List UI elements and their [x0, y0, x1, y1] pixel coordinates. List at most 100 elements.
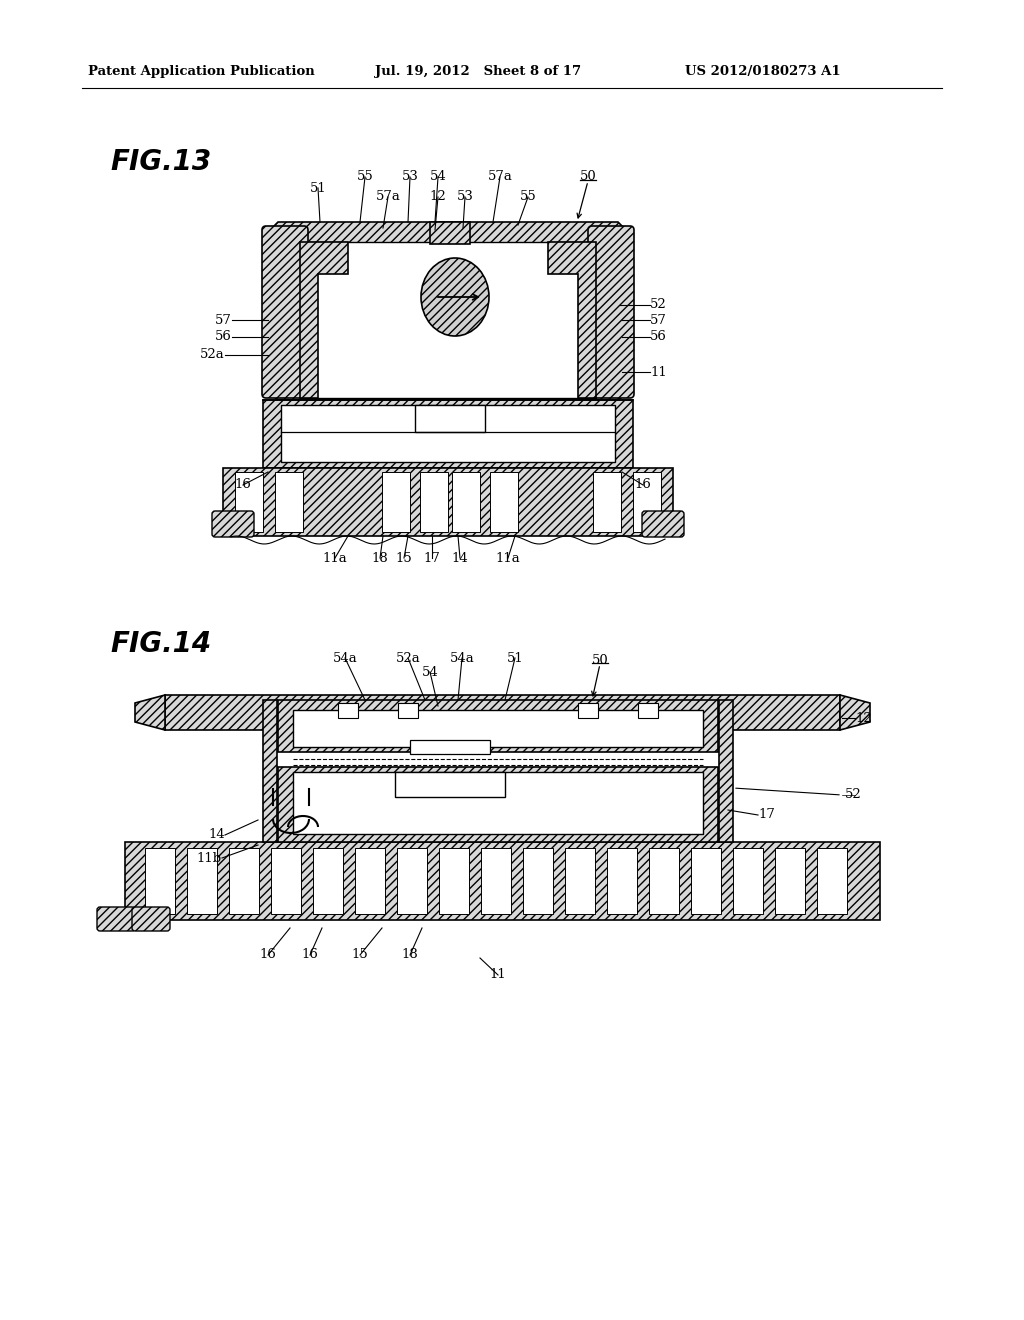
- Bar: [234, 473, 263, 532]
- Bar: [481, 847, 511, 913]
- Polygon shape: [263, 400, 633, 469]
- Text: 12: 12: [430, 190, 446, 203]
- Text: 57: 57: [650, 314, 667, 326]
- Text: FIG.13: FIG.13: [110, 148, 211, 176]
- Bar: [313, 847, 343, 913]
- Text: 52: 52: [650, 298, 667, 312]
- Bar: [523, 847, 553, 913]
- Text: 18: 18: [401, 949, 419, 961]
- Text: 54a: 54a: [333, 652, 357, 664]
- Polygon shape: [268, 222, 628, 400]
- Text: 16: 16: [635, 479, 651, 491]
- Bar: [397, 847, 427, 913]
- Text: 55: 55: [519, 190, 537, 203]
- Text: 50: 50: [580, 170, 596, 183]
- Text: 14: 14: [208, 829, 225, 842]
- Text: 52a: 52a: [395, 652, 421, 664]
- FancyBboxPatch shape: [97, 907, 135, 931]
- Bar: [145, 847, 175, 913]
- Text: 15: 15: [351, 949, 369, 961]
- Text: 16: 16: [301, 949, 318, 961]
- Bar: [490, 473, 518, 532]
- Polygon shape: [278, 767, 718, 842]
- Text: 53: 53: [457, 190, 473, 203]
- Polygon shape: [135, 696, 165, 730]
- Text: 12: 12: [855, 711, 871, 725]
- Text: 11a: 11a: [323, 552, 347, 565]
- Bar: [382, 473, 410, 532]
- Bar: [300, 242, 596, 399]
- Text: 55: 55: [356, 170, 374, 183]
- Bar: [410, 741, 490, 754]
- Bar: [452, 473, 480, 532]
- Bar: [271, 847, 301, 913]
- Bar: [293, 772, 703, 834]
- Bar: [293, 710, 703, 747]
- Text: 56: 56: [650, 330, 667, 343]
- Polygon shape: [278, 700, 718, 752]
- FancyBboxPatch shape: [212, 511, 254, 537]
- Text: 11: 11: [650, 366, 667, 379]
- Bar: [633, 473, 662, 532]
- Bar: [733, 847, 763, 913]
- Polygon shape: [840, 696, 870, 730]
- Text: 51: 51: [507, 652, 523, 664]
- Text: 15: 15: [395, 552, 413, 565]
- Text: 18: 18: [372, 552, 388, 565]
- FancyBboxPatch shape: [262, 226, 308, 399]
- Text: 16: 16: [259, 949, 276, 961]
- Bar: [229, 847, 259, 913]
- Bar: [187, 847, 217, 913]
- Bar: [607, 847, 637, 913]
- Text: 17: 17: [758, 808, 775, 821]
- Polygon shape: [548, 242, 596, 399]
- Polygon shape: [300, 242, 348, 399]
- Polygon shape: [165, 696, 840, 730]
- Text: Patent Application Publication: Patent Application Publication: [88, 66, 314, 78]
- Bar: [817, 847, 847, 913]
- Text: 53: 53: [401, 170, 419, 183]
- Text: 54: 54: [422, 665, 438, 678]
- Text: 54a: 54a: [450, 652, 474, 664]
- Polygon shape: [430, 222, 470, 244]
- Text: US 2012/0180273 A1: US 2012/0180273 A1: [685, 66, 841, 78]
- Text: 54: 54: [430, 170, 446, 183]
- FancyBboxPatch shape: [132, 907, 170, 931]
- Text: 11: 11: [489, 969, 507, 982]
- Bar: [338, 704, 358, 718]
- Text: 52: 52: [845, 788, 862, 801]
- Text: 52a: 52a: [201, 348, 225, 362]
- Text: 57: 57: [215, 314, 232, 326]
- Bar: [649, 847, 679, 913]
- Polygon shape: [415, 405, 485, 432]
- FancyBboxPatch shape: [642, 511, 684, 537]
- Bar: [565, 847, 595, 913]
- Text: FIG.14: FIG.14: [110, 630, 211, 657]
- Polygon shape: [395, 772, 505, 797]
- Ellipse shape: [421, 257, 489, 337]
- Bar: [439, 847, 469, 913]
- Text: 16: 16: [234, 479, 252, 491]
- Bar: [691, 847, 721, 913]
- FancyBboxPatch shape: [588, 226, 634, 399]
- Text: 14: 14: [452, 552, 468, 565]
- Bar: [263, 700, 278, 842]
- Bar: [355, 847, 385, 913]
- Bar: [719, 700, 733, 842]
- Text: 11b: 11b: [197, 851, 222, 865]
- Text: 57a: 57a: [376, 190, 400, 203]
- Bar: [638, 704, 658, 718]
- Bar: [775, 847, 805, 913]
- Polygon shape: [125, 842, 880, 920]
- Text: 56: 56: [215, 330, 232, 343]
- Text: 17: 17: [424, 552, 440, 565]
- Bar: [593, 473, 621, 532]
- Text: 57a: 57a: [487, 170, 512, 183]
- Text: 11a: 11a: [496, 552, 520, 565]
- Text: 50: 50: [592, 653, 608, 667]
- Text: Jul. 19, 2012   Sheet 8 of 17: Jul. 19, 2012 Sheet 8 of 17: [375, 66, 582, 78]
- Bar: [281, 405, 615, 462]
- Bar: [420, 473, 449, 532]
- Bar: [578, 704, 598, 718]
- Bar: [398, 704, 418, 718]
